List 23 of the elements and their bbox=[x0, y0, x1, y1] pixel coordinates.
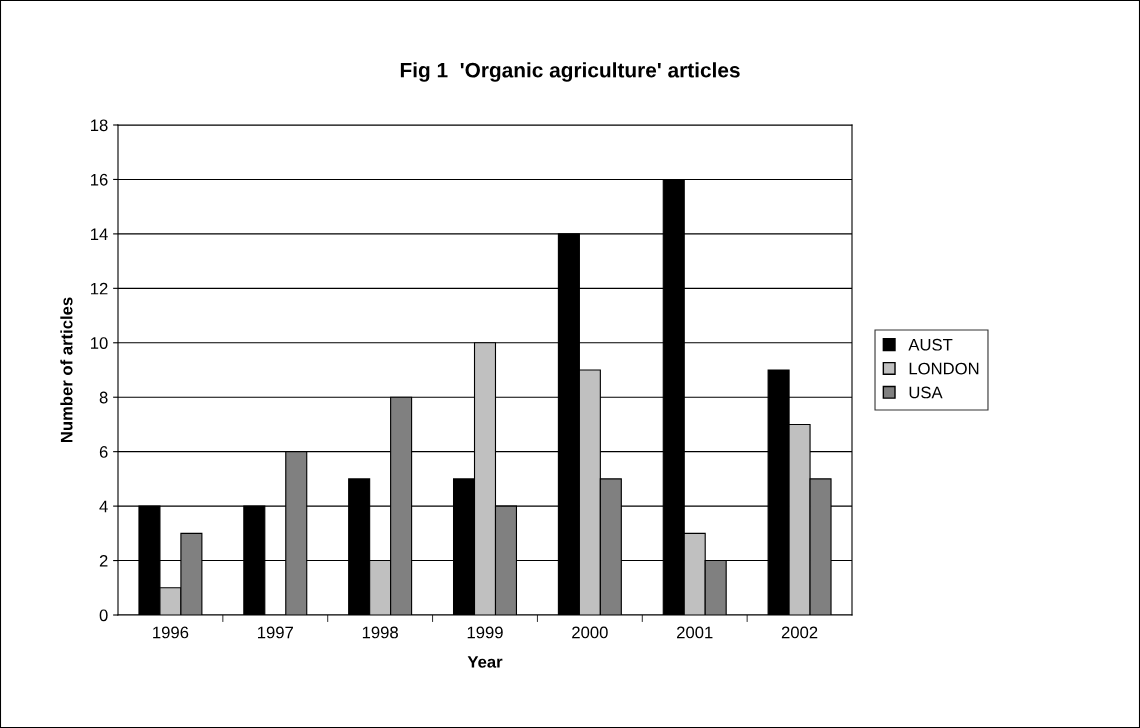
y-tick-label: 6 bbox=[99, 446, 108, 458]
y-tick-label: 2 bbox=[99, 554, 108, 567]
x-tick-label: 1999 bbox=[467, 626, 503, 639]
y-tick-label: 16 bbox=[91, 173, 108, 186]
legend-label: AUST bbox=[908, 338, 953, 351]
x-tick-label: 2002 bbox=[781, 626, 818, 639]
x-tick-label: 1998 bbox=[362, 626, 398, 639]
y-tick-label: 14 bbox=[91, 228, 108, 240]
y-tick-label: 8 bbox=[99, 391, 108, 404]
y-tick-label: 4 bbox=[99, 500, 108, 513]
chart-title: Fig 1 'Organic agriculture' articles bbox=[400, 62, 740, 82]
x-tick-label: 2001 bbox=[677, 626, 713, 639]
y-axis-title: Number of articles bbox=[60, 297, 73, 443]
y-tick-label: 18 bbox=[91, 119, 108, 132]
x-tick-label: 2000 bbox=[572, 626, 608, 639]
legend-label: LONDON bbox=[909, 362, 979, 375]
y-tick-label: 12 bbox=[91, 282, 108, 295]
x-axis-title: Year bbox=[467, 656, 503, 668]
y-tick-label: 10 bbox=[91, 337, 108, 349]
x-tick-label: 1997 bbox=[258, 626, 293, 639]
x-tick-label: 1996 bbox=[153, 626, 189, 639]
legend-label: USA bbox=[909, 386, 943, 399]
y-tick-label: 0 bbox=[99, 609, 108, 622]
